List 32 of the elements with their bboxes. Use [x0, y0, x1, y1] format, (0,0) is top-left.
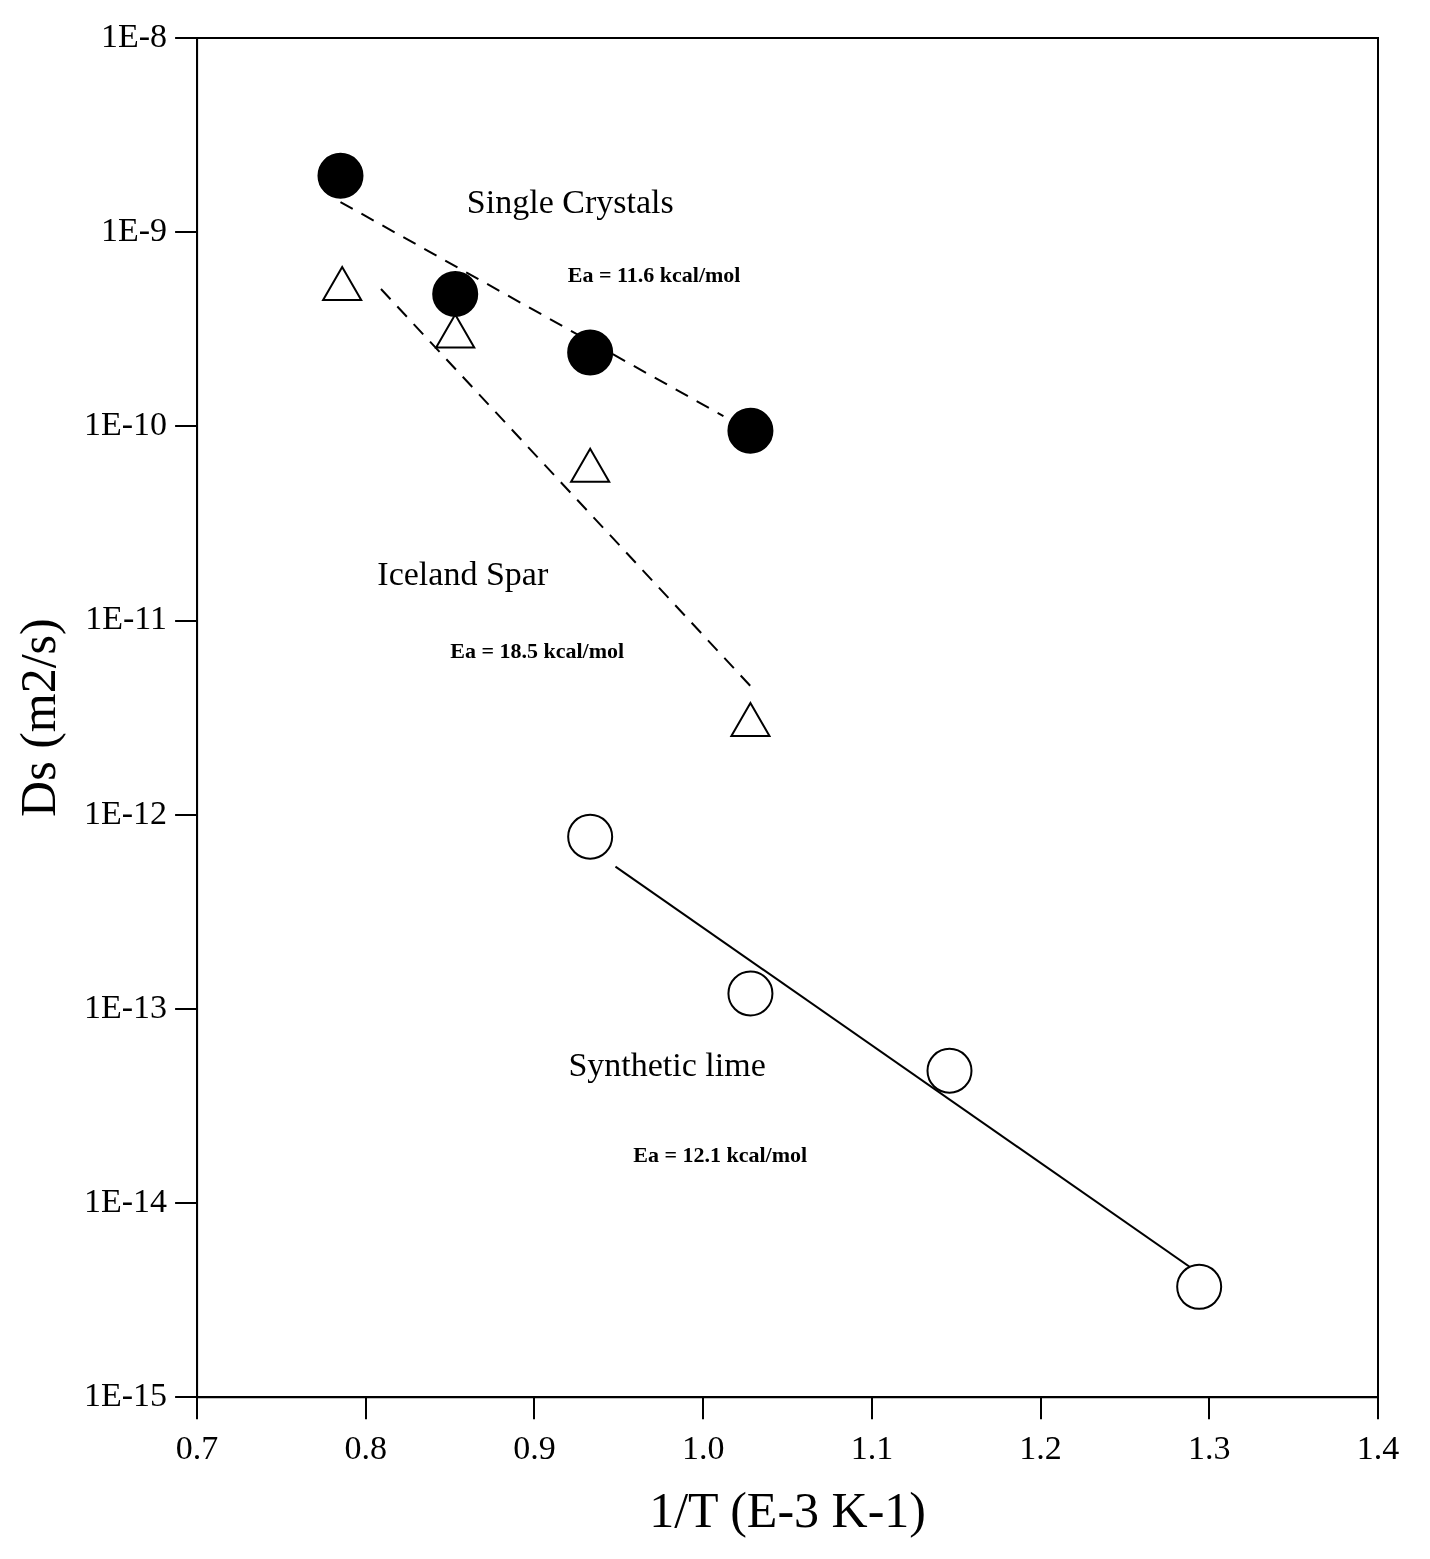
point — [567, 329, 614, 376]
annotation: Single Crystals — [466, 182, 674, 220]
x-tick-label: 1.1 — [850, 1428, 894, 1466]
y-tick-label: 1E-9 — [101, 211, 168, 249]
x-tick-label: 0.8 — [344, 1428, 388, 1466]
annotation: Synthetic lime — [568, 1045, 766, 1083]
point — [1176, 1263, 1223, 1310]
x-tick-label: 0.9 — [513, 1428, 556, 1466]
y-tick-label: 1E-10 — [84, 405, 168, 443]
annotation: Iceland Spar — [377, 555, 549, 593]
x-tick-label: 1.3 — [1188, 1428, 1231, 1466]
x-axis-title: 1/T (E-3 K-1) — [649, 1482, 926, 1539]
annotation: Ea = 12.1 kcal/mol — [633, 1142, 808, 1168]
annotation: Ea = 11.6 kcal/mol — [567, 261, 741, 287]
point — [432, 271, 479, 318]
y-tick-label: 1E-15 — [84, 1376, 168, 1414]
y-tick-label: 1E-12 — [84, 793, 168, 831]
x-tick-label: 1.4 — [1356, 1428, 1400, 1466]
y-axis-title: Ds (m2/s) — [10, 618, 67, 817]
x-tick-label: 1.2 — [1019, 1428, 1062, 1466]
x-tick-label: 0.7 — [175, 1428, 219, 1466]
y-tick-label: 1E-8 — [101, 16, 168, 54]
y-tick-label: 1E-13 — [84, 987, 168, 1025]
annotation: Ea = 18.5 kcal/mol — [450, 638, 625, 664]
point — [727, 407, 774, 454]
y-tick-label: 1E-11 — [85, 599, 168, 637]
x-tick-label: 1.0 — [681, 1428, 725, 1466]
point — [727, 970, 774, 1017]
point — [926, 1047, 973, 1094]
point — [317, 152, 364, 199]
point — [567, 813, 614, 860]
y-tick-label: 1E-14 — [84, 1181, 168, 1219]
